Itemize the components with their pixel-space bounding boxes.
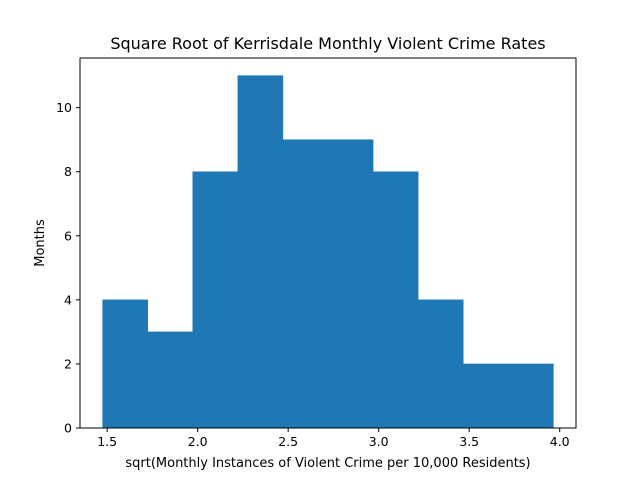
- y-tick-label: 8: [64, 164, 72, 179]
- y-axis-ticks: 0 2 4 6 8 10: [56, 100, 80, 436]
- y-axis-label: Months: [33, 219, 48, 267]
- y-tick-label: 10: [56, 100, 72, 115]
- histogram-bar: [327, 139, 374, 429]
- x-tick-label: 4.0: [550, 434, 570, 449]
- histogram-bar: [508, 363, 554, 429]
- y-tick-label: 2: [64, 356, 72, 371]
- x-axis-label: sqrt(Monthly Instances of Violent Crime …: [125, 456, 530, 471]
- histogram-bar: [147, 331, 194, 429]
- histogram-bar: [372, 171, 419, 429]
- histogram-bar: [417, 299, 464, 429]
- histogram-bar: [237, 75, 284, 429]
- x-tick-label: 2.5: [278, 434, 298, 449]
- histogram-bars: [102, 75, 554, 429]
- y-tick-label: 4: [64, 292, 72, 307]
- x-tick-label: 3.0: [369, 434, 389, 449]
- x-tick-label: 3.5: [459, 434, 479, 449]
- plot-area-frame: [79, 57, 577, 429]
- chart-title: Square Root of Kerrisdale Monthly Violen…: [110, 34, 545, 53]
- histogram-bar: [282, 139, 329, 429]
- y-tick-label: 6: [64, 228, 72, 243]
- y-tick-label: 0: [64, 421, 72, 436]
- histogram-bar: [102, 299, 148, 429]
- x-axis-ticks: 1.5 2.0 2.5 3.0 3.5 4.0: [97, 428, 570, 449]
- x-tick-label: 2.0: [188, 434, 208, 449]
- histogram-bar: [192, 171, 239, 429]
- histogram-bar: [462, 363, 509, 429]
- x-tick-label: 1.5: [97, 434, 117, 449]
